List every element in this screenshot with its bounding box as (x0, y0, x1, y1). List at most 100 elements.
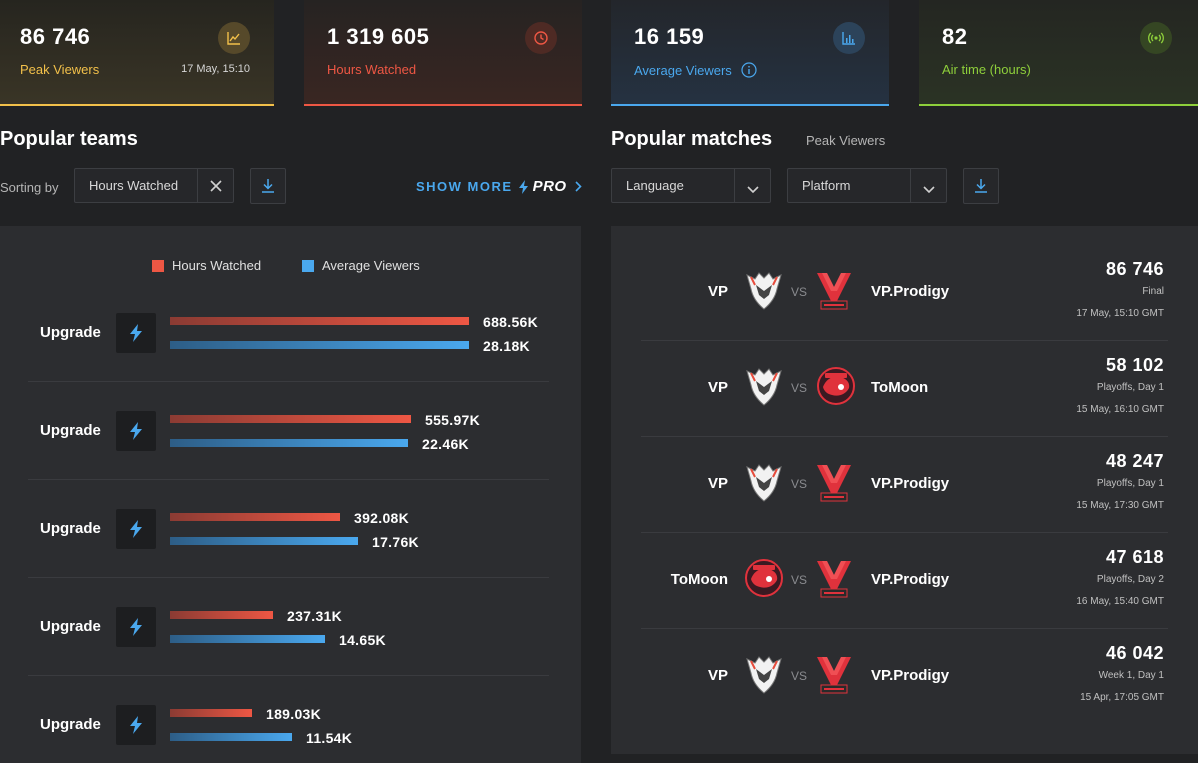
hours-watched-bar (170, 415, 411, 423)
team-name[interactable]: Upgrade (40, 520, 101, 537)
sorting-label: Sorting by (0, 180, 59, 195)
team1-name[interactable]: ToMoon (670, 571, 728, 588)
stat-card-peak-viewers: 86 746 Peak Viewers 17 May, 15:10 (0, 0, 274, 106)
sort-value: Hours Watched (89, 178, 179, 193)
team2-name[interactable]: ToMoon (871, 379, 929, 396)
download-button[interactable] (250, 168, 286, 204)
team1-name[interactable]: VP (707, 475, 728, 492)
download-button[interactable] (963, 168, 999, 204)
tomoon-team-logo-icon (743, 557, 785, 599)
match-stage: Playoffs, Day 1 (1096, 478, 1164, 489)
vpp-team-logo-icon (815, 269, 853, 311)
row-divider (28, 675, 549, 676)
upgrade-logo-icon (116, 705, 156, 745)
match-date: 16 May, 15:40 GMT (1076, 596, 1164, 607)
row-divider (641, 340, 1168, 341)
match-row[interactable]: ToMoon VS VP.Prodigy 47 618 Playoffs, Da… (611, 531, 1198, 629)
team1-name[interactable]: VP (707, 379, 728, 396)
match-date: 17 May, 15:10 GMT (1076, 308, 1164, 319)
vs-label: VS (791, 381, 808, 395)
stat-value: 16 159 (634, 24, 705, 49)
team-row[interactable]: Upgrade 392.08K 17.76K (0, 480, 581, 578)
team-name[interactable]: Upgrade (40, 716, 101, 733)
match-date: 15 May, 17:30 GMT (1076, 500, 1164, 511)
average-viewers-bar (170, 635, 325, 643)
platform-select[interactable]: Platform (787, 168, 947, 203)
stat-accent (919, 104, 1198, 106)
hours-watched-value: 688.56K (483, 314, 539, 330)
row-divider (641, 628, 1168, 629)
stat-card-air-time: 82 Air time (hours) (919, 0, 1198, 106)
row-divider (28, 577, 549, 578)
average-viewers-bar (170, 341, 469, 349)
vs-label: VS (791, 573, 808, 587)
team-name[interactable]: Upgrade (40, 324, 101, 341)
bolt-icon (518, 179, 529, 194)
stat-meta: 17 May, 15:10 (181, 63, 250, 75)
row-divider (28, 381, 549, 382)
average-viewers-bar (170, 439, 408, 447)
stat-accent (611, 104, 889, 106)
team-row[interactable]: Upgrade 555.97K 22.46K (0, 382, 581, 480)
team-row[interactable]: Upgrade 688.56K 28.18K (0, 284, 581, 382)
team1-name[interactable]: VP (707, 283, 728, 300)
average-viewers-bar (170, 733, 292, 741)
stat-accent (304, 104, 582, 106)
match-peak-viewers: 58 102 (1105, 355, 1164, 375)
download-icon (262, 179, 274, 193)
legend-swatch (152, 259, 164, 272)
vp-team-logo-icon (743, 653, 785, 695)
team2-name[interactable]: VP.Prodigy (871, 571, 950, 588)
team2-name[interactable]: VP.Prodigy (871, 667, 950, 684)
vs-label: VS (791, 669, 808, 683)
team-name[interactable]: Upgrade (40, 422, 101, 439)
match-stage: Playoffs, Day 1 (1096, 382, 1164, 393)
divider (197, 169, 198, 202)
team-row[interactable]: Upgrade 189.03K 11.54K (0, 676, 581, 763)
average-viewers-value: 17.76K (372, 534, 419, 550)
average-viewers-bar (170, 537, 358, 545)
stat-label-text: Average Viewers (634, 62, 732, 78)
row-divider (641, 532, 1168, 533)
sort-select[interactable]: Hours Watched (74, 168, 234, 203)
hours-watched-bar (170, 317, 469, 325)
pro-label: PRO (532, 178, 567, 195)
info-icon[interactable] (741, 62, 758, 81)
stat-accent (0, 104, 274, 106)
team2-name[interactable]: VP.Prodigy (871, 283, 950, 300)
row-divider (641, 436, 1168, 437)
team2-name[interactable]: VP.Prodigy (871, 475, 950, 492)
divider (734, 169, 735, 202)
match-row[interactable]: VP VS VP.Prodigy 46 042 Week 1, Day 1 15… (611, 627, 1198, 723)
hours-watched-bar (170, 513, 340, 521)
hours-watched-value: 189.03K (266, 706, 322, 722)
chevron-right-icon (575, 181, 582, 192)
row-divider (28, 479, 549, 480)
team1-name[interactable]: VP (707, 667, 728, 684)
legend-hours-watched: Hours Watched (152, 258, 261, 273)
hours-watched-bar (170, 611, 273, 619)
match-row[interactable]: VP VS VP.Prodigy 86 746 Final 17 May, 15… (611, 243, 1198, 341)
match-row[interactable]: VP VS VP.Prodigy 48 247 Playoffs, Day 1 … (611, 435, 1198, 533)
hours-watched-value: 237.31K (287, 608, 343, 624)
stat-label: Average Viewers (634, 62, 758, 81)
matches-panel (611, 226, 1198, 754)
clock-icon (525, 22, 557, 54)
match-row[interactable]: VP VS ToMoon 58 102 Playoffs, Day 1 15 M… (611, 339, 1198, 437)
show-more-pro-link[interactable]: SHOW MORE PRO (416, 178, 582, 195)
upgrade-logo-icon (116, 607, 156, 647)
broadcast-icon (1140, 22, 1172, 54)
chart-icon (218, 22, 250, 54)
legend-average-viewers: Average Viewers (302, 258, 420, 273)
match-stage: Week 1, Day 1 (1098, 670, 1164, 681)
match-peak-viewers: 86 746 (1105, 259, 1164, 279)
team-row[interactable]: Upgrade 237.31K 14.65K (0, 578, 581, 676)
language-select[interactable]: Language (611, 168, 771, 203)
language-label: Language (626, 178, 684, 193)
average-viewers-value: 14.65K (339, 632, 386, 648)
stat-card-average-viewers: 16 159 Average Viewers (611, 0, 889, 106)
vs-label: VS (791, 285, 808, 299)
popular-matches-subtitle: Peak Viewers (806, 133, 886, 148)
close-icon[interactable] (209, 179, 223, 198)
team-name[interactable]: Upgrade (40, 618, 101, 635)
